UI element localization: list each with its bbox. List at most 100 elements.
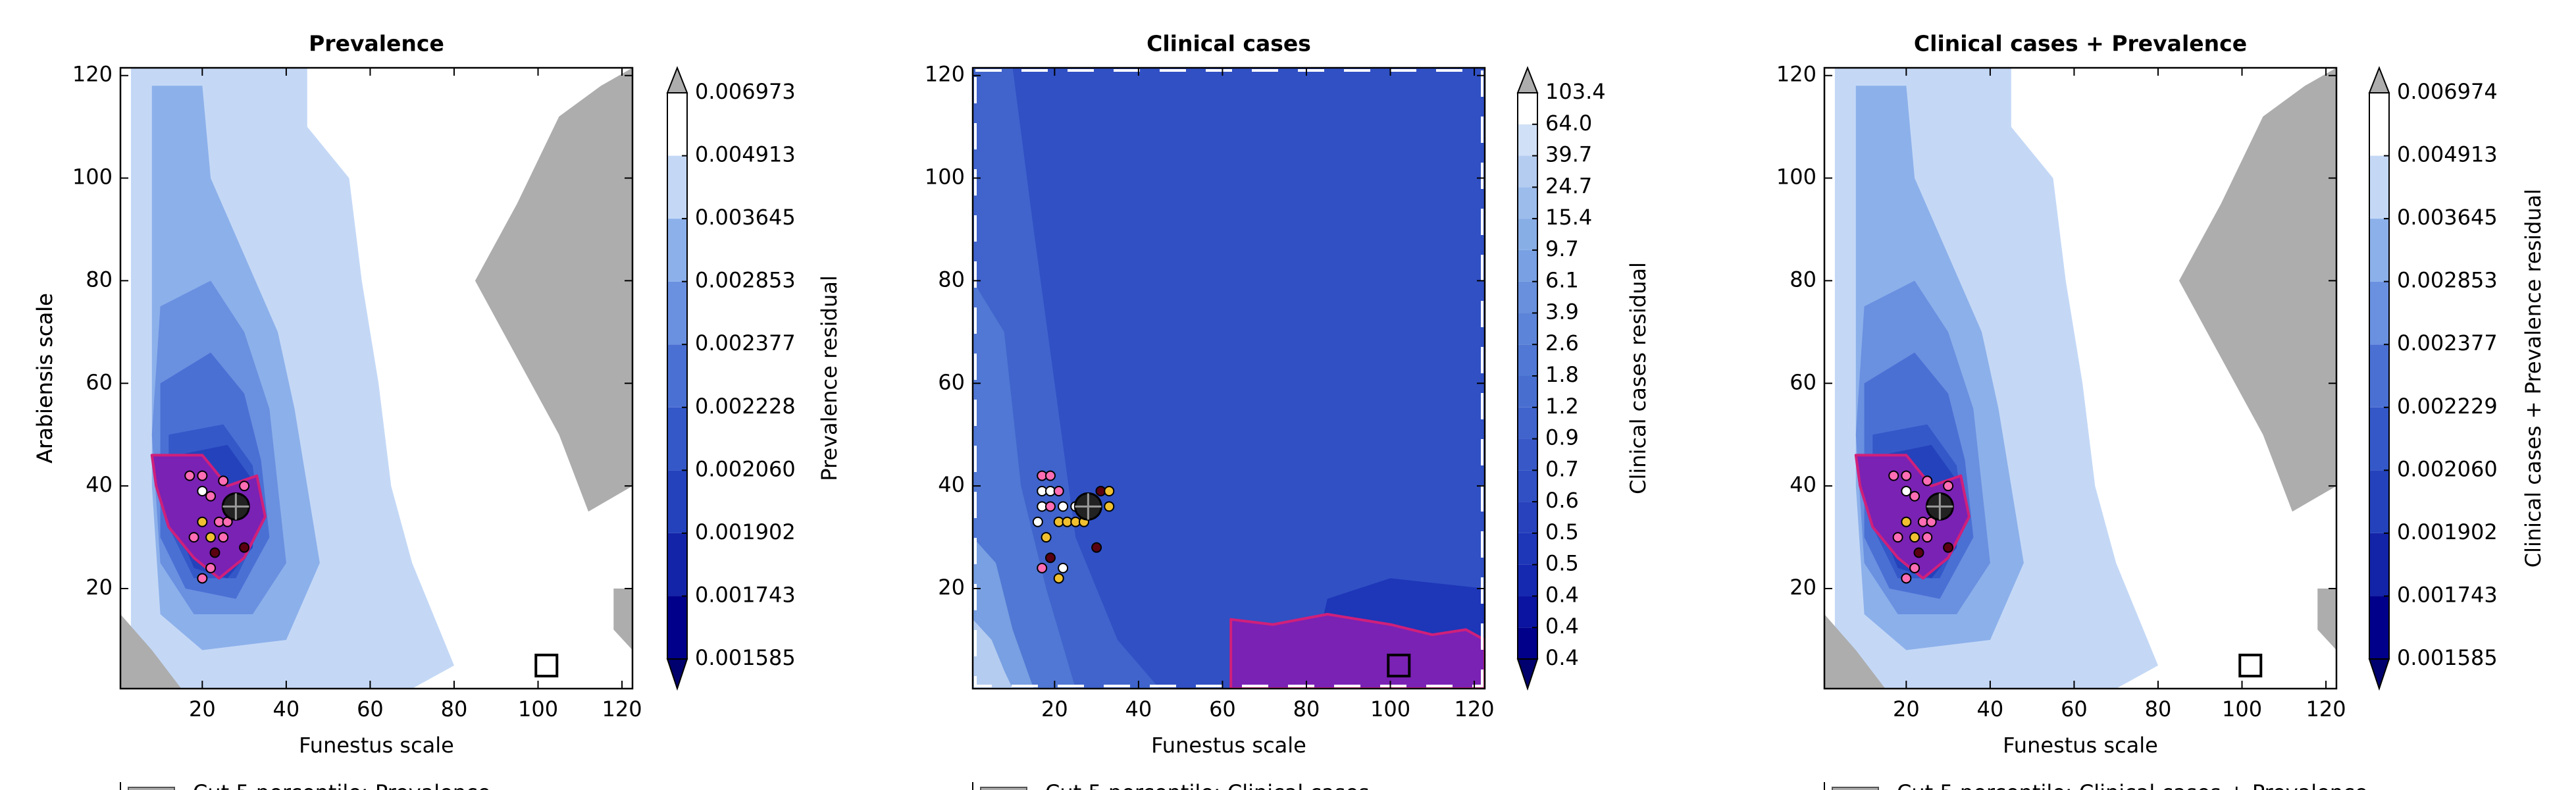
point — [205, 490, 217, 502]
colorbar-segment — [1518, 502, 1537, 533]
colorbar-tick-label: 0.9 — [1545, 425, 1579, 450]
colorbar-tick-label: 0.002229 — [2397, 394, 2498, 419]
chart-title: Clinical cases — [1146, 31, 1311, 57]
chart-title: Clinical cases + Prevalence — [1914, 31, 2247, 57]
y-tick-label: 40 — [1790, 472, 1816, 497]
colorbar-label: Clinical cases residual — [1626, 262, 1651, 494]
point — [1041, 532, 1052, 543]
point — [209, 547, 220, 558]
colorbar-segment — [2369, 407, 2389, 471]
y-tick-label: 100 — [925, 165, 965, 190]
axes-frame — [1823, 66, 2338, 690]
colorbar-tick-label: 103.4 — [1545, 79, 1606, 104]
contour-region — [120, 614, 182, 689]
point — [1104, 485, 1115, 496]
colorbar-segment — [1518, 281, 1537, 313]
colorbar-tick-label: 1.8 — [1545, 362, 1579, 387]
y-tick-label: 60 — [1790, 369, 1816, 394]
x-tick-label: 80 — [2145, 697, 2172, 722]
y-tick-label: 40 — [86, 472, 113, 497]
colorbar-tick-label: 0.003645 — [695, 205, 796, 230]
point — [239, 542, 250, 553]
colorbar-tick-label: 2.6 — [1545, 330, 1579, 356]
point — [197, 516, 208, 527]
x-tick-label: 80 — [1293, 697, 1320, 722]
y-tick-label: 20 — [938, 575, 965, 600]
colorbar-tick-label: 0.4 — [1545, 614, 1579, 639]
colorbar-segment — [1518, 344, 1537, 376]
colorbar-segment — [1518, 313, 1537, 345]
y-tick-label: 80 — [938, 267, 965, 292]
point — [1037, 562, 1048, 573]
point — [1909, 490, 1920, 502]
colorbar-tick-label: 0.001585 — [695, 645, 796, 670]
x-tick-label: 60 — [2061, 697, 2088, 722]
colorbar-tick-label: 0.001743 — [695, 582, 796, 607]
point — [218, 475, 229, 487]
colorbar-over — [1516, 66, 1539, 93]
legend-label: Cut 5 percentile: Clinical cases + Preva… — [1897, 780, 2367, 790]
y-tick-label: 120 — [72, 62, 113, 87]
colorbar-label: Prevalence residual — [817, 275, 842, 481]
x-tick-label: 20 — [1041, 697, 1068, 722]
colorbar-tick-label: 0.006973 — [695, 79, 796, 104]
colorbar-tick-label: 0.001902 — [2397, 519, 2498, 544]
y-tick-label: 20 — [86, 575, 113, 600]
contour-region — [1824, 614, 1886, 689]
point — [1909, 562, 1920, 573]
point — [1943, 542, 1954, 553]
colorbar-segment — [1518, 407, 1537, 439]
colorbar-tick-label: 64.0 — [1545, 111, 1592, 136]
colorbar-segment — [1518, 93, 1537, 124]
y-axis-label: Arabiensis scale — [32, 293, 57, 463]
colorbar-tick-label: 0.001743 — [2397, 582, 2498, 607]
colorbar-tick-label: 9.7 — [1545, 236, 1579, 261]
legend-label: Cut 5 percentile: Clinical cases — [1045, 780, 1370, 790]
point — [1058, 562, 1069, 573]
point — [1053, 485, 1064, 496]
contour-region — [973, 619, 1013, 689]
colorbar-tick-label: 0.002060 — [2397, 456, 2498, 481]
point — [1913, 547, 1924, 558]
colorbar-segment — [667, 93, 687, 156]
colorbar-tick-label: 0.004913 — [2397, 142, 2498, 167]
colorbar-tick-label: 0.7 — [1545, 456, 1579, 481]
frame-dash — [974, 69, 1483, 687]
optimum-cross — [222, 493, 249, 520]
legend-swatch — [128, 787, 175, 790]
x-tick-label: 40 — [1977, 697, 2004, 722]
colorbar-frame — [667, 92, 688, 660]
point — [1104, 501, 1115, 512]
contour-region — [2178, 68, 2336, 512]
cut-region — [150, 454, 267, 580]
y-tick-label: 80 — [86, 267, 113, 292]
plot-area — [120, 68, 632, 689]
colorbar-tick-label: 0.4 — [1545, 582, 1579, 607]
colorbar-tick-label: 0.001902 — [695, 519, 796, 544]
point — [1044, 470, 1056, 481]
contour-region — [2317, 589, 2336, 650]
colorbar-tick-label: 0.5 — [1545, 551, 1579, 576]
x-tick-label: 20 — [1893, 697, 1920, 722]
colorbar-under — [2368, 658, 2390, 691]
colorbar-tick-label: 0.001585 — [2397, 645, 2498, 670]
point — [205, 532, 217, 543]
colorbar-over — [666, 66, 688, 93]
colorbar-tick-label: 1.2 — [1545, 394, 1579, 419]
x-tick-label: 60 — [357, 697, 384, 722]
colorbar-segment — [667, 470, 687, 533]
plot-area — [973, 68, 1485, 689]
colorbar-segment — [1518, 438, 1537, 471]
legend-label: Cut 5 percentile: Prevalence — [193, 780, 490, 790]
colorbar-tick-label: 0.6 — [1545, 488, 1579, 513]
colorbar-segment — [1518, 219, 1537, 250]
colorbar-tick-label: 0.002853 — [2397, 268, 2498, 293]
x-axis-label: Funestus scale — [1151, 733, 1306, 758]
x-tick-label: 100 — [2222, 697, 2262, 722]
colorbar-segment — [1518, 596, 1537, 628]
contour-region — [613, 589, 632, 650]
x-tick-label: 80 — [441, 697, 468, 722]
x-axis-label: Funestus scale — [2003, 733, 2158, 758]
